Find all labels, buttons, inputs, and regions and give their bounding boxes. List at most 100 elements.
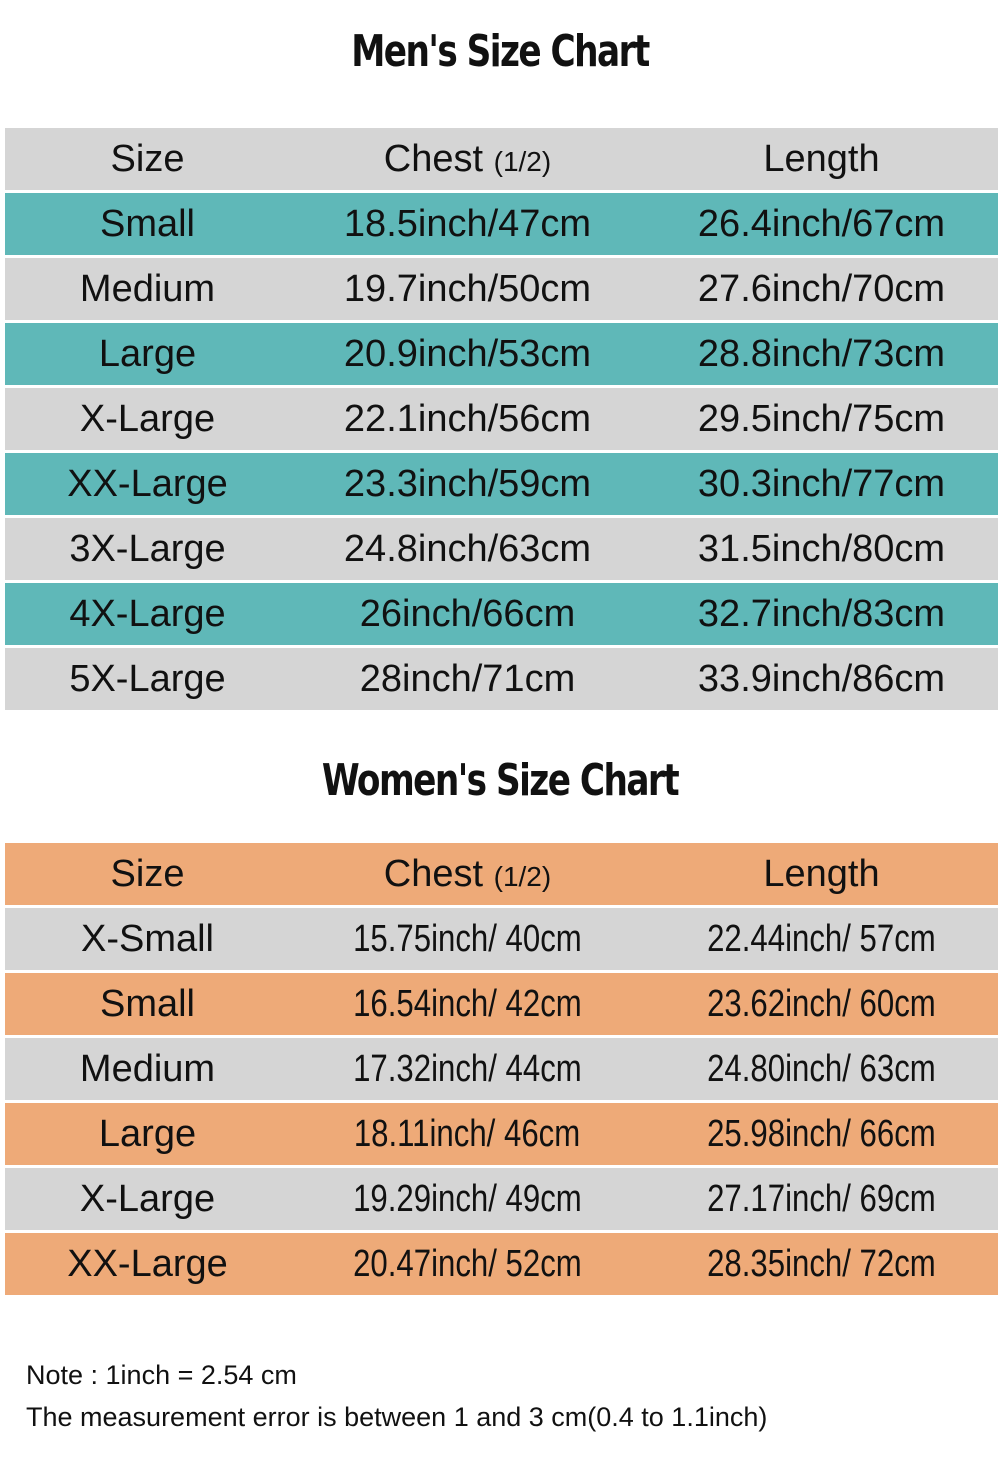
table-header-row: Size Chest (1/2) Length [5,843,998,905]
size-cell-text: Medium [79,267,216,310]
length-cell-text: 30.3inch/77cm [697,462,946,505]
table-row: X-Small 15.75inch/ 40cm 22.44inch/ 57cm [5,908,998,970]
chest-cell-text: 18.11inch/ 46cm [354,1112,581,1155]
length-cell-text: 27.17inch/ 69cm [707,1177,936,1220]
chest-cell: 20.9inch/53cm [290,333,645,376]
length-cell-text: 25.98inch/ 66cm [707,1112,936,1155]
chest-cell: 19.29inch/ 49cm [290,1178,645,1221]
length-cell: 27.17inch/ 69cm [645,1178,998,1221]
chest-cell-text: 28inch/71cm [359,657,576,700]
length-cell-text: 23.62inch/ 60cm [707,982,936,1025]
size-cell: Large [5,333,290,376]
size-cell-text: 3X-Large [69,527,226,570]
header-chest-note: (1/2) [493,860,552,892]
table-row: 3X-Large 24.8inch/63cm 31.5inch/80cm [5,518,998,580]
header-chest-label: Chest [383,852,484,895]
chest-cell-text: 16.54inch/ 42cm [353,982,582,1025]
size-cell: X-Large [5,398,290,441]
length-cell: 24.80inch/ 63cm [645,1048,998,1091]
size-cell: Medium [5,1048,290,1091]
table-row: 5X-Large 28inch/71cm 33.9inch/86cm [5,648,998,710]
size-cell-text: Small [99,202,196,245]
table-row: Large 20.9inch/53cm 28.8inch/73cm [5,323,998,385]
women-size-table: Size Chest (1/2) Length X-Small 15.75inch… [5,843,998,1298]
chest-cell: 23.3inch/59cm [290,463,645,506]
length-cell-text: 24.80inch/ 63cm [707,1047,936,1090]
chest-cell: 18.5inch/47cm [290,203,645,246]
size-cell: XX-Large [5,1243,290,1286]
header-size: Size [110,852,185,895]
chest-cell: 26inch/66cm [290,593,645,636]
chest-cell: 22.1inch/56cm [290,398,645,441]
size-cell: X-Large [5,1178,290,1221]
size-cell-text: Medium [79,1047,216,1090]
length-cell-text: 22.44inch/ 57cm [707,917,936,960]
chest-cell: 24.8inch/63cm [290,528,645,571]
header-chest-label: Chest [383,137,484,180]
length-cell: 32.7inch/83cm [645,593,998,636]
length-cell: 23.62inch/ 60cm [645,983,998,1026]
table-header-row: Size Chest (1/2) Length [5,128,998,190]
women-chart-title: Women's Size Chart [321,755,680,806]
length-cell: 31.5inch/80cm [645,528,998,571]
table-row: X-Large 19.29inch/ 49cm 27.17inch/ 69cm [5,1168,998,1230]
chest-cell: 16.54inch/ 42cm [290,983,645,1026]
length-cell: 28.35inch/ 72cm [645,1243,998,1286]
chest-cell-text: 18.5inch/47cm [343,202,592,245]
chest-cell-text: 20.9inch/53cm [343,332,592,375]
chest-cell-text: 15.75inch/ 40cm [353,917,582,960]
chest-cell: 20.47inch/ 52cm [290,1243,645,1286]
chest-cell: 28inch/71cm [290,658,645,701]
length-cell: 30.3inch/77cm [645,463,998,506]
size-cell-text: 5X-Large [69,657,226,700]
size-cell-text: X-Small [80,917,215,960]
table-row: XX-Large 20.47inch/ 52cm 28.35inch/ 72cm [5,1233,998,1295]
size-cell: 5X-Large [5,658,290,701]
table-row: Small 16.54inch/ 42cm 23.62inch/ 60cm [5,973,998,1035]
note-conversion: Note : 1inch = 2.54 cm [26,1360,297,1390]
length-cell: 25.98inch/ 66cm [645,1113,998,1156]
header-chest: Chest (1/2) [290,138,645,181]
length-cell: 28.8inch/73cm [645,333,998,376]
table-row: Medium 19.7inch/50cm 27.6inch/70cm [5,258,998,320]
table-row: Small 18.5inch/47cm 26.4inch/67cm [5,193,998,255]
size-cell: X-Small [5,918,290,961]
length-cell: 22.44inch/ 57cm [645,918,998,961]
length-cell-text: 26.4inch/67cm [697,202,946,245]
header-size: Size [110,137,185,180]
chest-cell: 18.11inch/ 46cm [290,1113,645,1156]
chest-cell-text: 24.8inch/63cm [343,527,592,570]
length-cell: 26.4inch/67cm [645,203,998,246]
length-cell-text: 33.9inch/86cm [697,657,946,700]
size-cell-text: XX-Large [67,462,228,505]
chest-cell-text: 26inch/66cm [359,592,576,635]
men-chart-title: Men's Size Chart [351,26,650,77]
header-chest-note: (1/2) [493,145,552,177]
note-measurement-error: The measurement error is between 1 and 3… [26,1402,768,1432]
size-cell-text: Small [99,982,196,1025]
chest-cell-text: 20.47inch/ 52cm [353,1242,582,1285]
size-cell: Large [5,1113,290,1156]
table-row: XX-Large 23.3inch/59cm 30.3inch/77cm [5,453,998,515]
length-cell: 29.5inch/75cm [645,398,998,441]
size-cell: Small [5,203,290,246]
chest-cell-text: 19.29inch/ 49cm [353,1177,582,1220]
table-row: X-Large 22.1inch/56cm 29.5inch/75cm [5,388,998,450]
chest-cell-text: 19.7inch/50cm [343,267,592,310]
size-cell-text: XX-Large [67,1242,228,1285]
size-cell: Small [5,983,290,1026]
size-cell-text: 4X-Large [69,592,226,635]
length-cell-text: 28.35inch/ 72cm [707,1242,936,1285]
chest-cell: 17.32inch/ 44cm [290,1048,645,1091]
size-cell-text: X-Large [79,397,216,440]
table-row: Medium 17.32inch/ 44cm 24.80inch/ 63cm [5,1038,998,1100]
size-cell: Medium [5,268,290,311]
length-cell-text: 32.7inch/83cm [697,592,946,635]
size-cell-text: X-Large [79,1177,216,1220]
length-cell-text: 29.5inch/75cm [697,397,946,440]
table-row: 4X-Large 26inch/66cm 32.7inch/83cm [5,583,998,645]
length-cell-text: 27.6inch/70cm [697,267,946,310]
chest-cell-text: 17.32inch/ 44cm [353,1047,582,1090]
header-length: Length [763,852,880,895]
length-cell-text: 31.5inch/80cm [697,527,946,570]
